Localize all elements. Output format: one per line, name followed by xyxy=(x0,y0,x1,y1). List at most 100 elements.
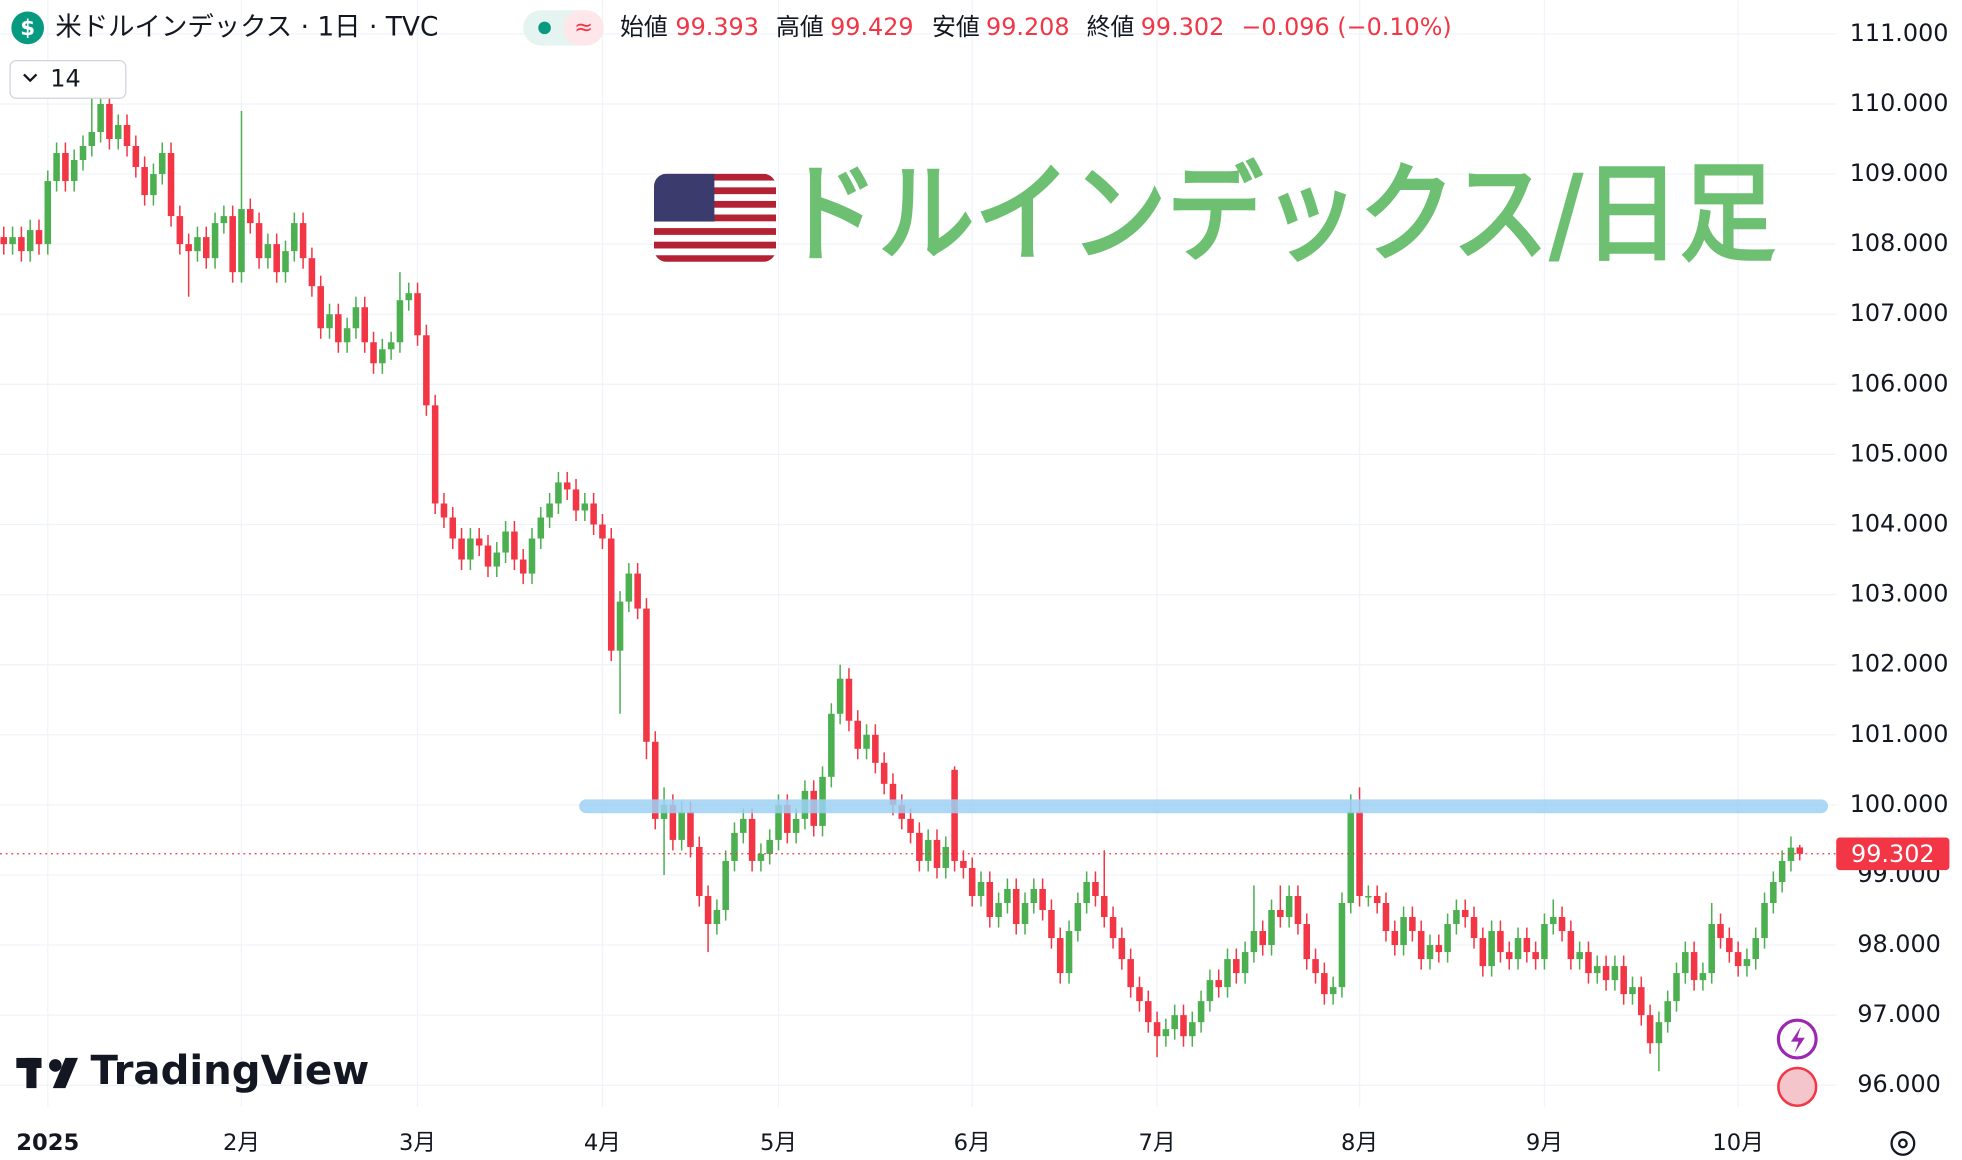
candle-body xyxy=(1629,987,1636,995)
candle-body xyxy=(1655,1022,1663,1044)
candle-body xyxy=(1329,987,1337,995)
candle-body xyxy=(326,314,333,329)
candle-body xyxy=(696,846,703,896)
candle-body xyxy=(519,559,527,574)
symbol-icon xyxy=(11,11,45,45)
candle-body xyxy=(97,103,104,132)
candle-body xyxy=(1400,917,1407,946)
candle-body xyxy=(1558,917,1566,932)
candle-body xyxy=(211,223,219,259)
candle-body xyxy=(546,503,553,518)
candle-body xyxy=(379,349,386,364)
candle-body xyxy=(845,678,853,721)
candle-body xyxy=(863,734,870,749)
candle-body xyxy=(634,573,641,609)
candle-body xyxy=(933,839,941,868)
candle-body xyxy=(79,145,87,161)
candle-body xyxy=(678,811,685,840)
candle-body xyxy=(1373,895,1381,904)
candle-body xyxy=(1312,959,1319,974)
y-tick-label: 106.000 xyxy=(1850,369,1949,397)
candle-body xyxy=(1646,1015,1654,1044)
candle-body xyxy=(176,216,184,245)
candle-body xyxy=(1294,895,1302,925)
y-tick-label: 104.000 xyxy=(1850,509,1949,537)
candle-body xyxy=(1145,1001,1152,1023)
indicator-dropdown[interactable] xyxy=(9,59,127,99)
candle-body xyxy=(106,103,113,139)
candle-body xyxy=(255,223,263,259)
candle-body xyxy=(1162,1029,1170,1037)
x-tick-label: 2月 xyxy=(223,1130,260,1156)
candle-body xyxy=(968,867,976,896)
candle-body xyxy=(643,608,650,742)
candle-body xyxy=(44,181,52,245)
candle-body xyxy=(150,174,157,196)
candle-body xyxy=(1426,945,1434,960)
candle-body xyxy=(792,818,800,833)
candle-body xyxy=(1638,987,1645,1016)
candle-body xyxy=(396,300,404,343)
candle-body xyxy=(264,244,272,259)
candle-body xyxy=(1461,910,1469,918)
y-tick-label: 103.000 xyxy=(1850,580,1949,608)
candle-body xyxy=(440,503,448,518)
candle-body xyxy=(62,153,69,182)
candle-body xyxy=(1770,881,1777,904)
candle-body xyxy=(1127,959,1134,988)
candle-body xyxy=(291,223,298,252)
candle-body xyxy=(880,762,888,784)
candle-body xyxy=(555,482,562,504)
candle-body xyxy=(53,153,60,182)
candle-body xyxy=(387,342,395,350)
x-tick-label: 10月 xyxy=(1712,1130,1763,1156)
candle-body xyxy=(194,237,201,252)
candle-body xyxy=(475,538,483,546)
candle-body xyxy=(1321,973,1328,995)
indicator-count: 14 xyxy=(50,64,80,92)
symbol-icon-text: $ xyxy=(20,16,35,41)
x-tick-label: 7月 xyxy=(1139,1130,1176,1156)
candle-body xyxy=(1787,847,1795,861)
candle-body xyxy=(713,910,721,925)
candle-body xyxy=(1382,903,1390,932)
candle-body xyxy=(1541,924,1548,960)
settings-icon[interactable] xyxy=(1890,1130,1916,1156)
candle-body xyxy=(625,573,633,602)
y-tick-label: 100.000 xyxy=(1850,790,1949,818)
candle-body xyxy=(343,328,351,343)
candle-body xyxy=(493,552,501,567)
candle-body xyxy=(942,846,950,868)
candle-body xyxy=(757,853,765,861)
candle-body xyxy=(1171,1015,1178,1030)
candle-body xyxy=(889,783,897,805)
symbol-title[interactable]: 米ドルインデックス · 1日 · TVC xyxy=(55,11,438,42)
candle-body xyxy=(449,517,457,539)
candle-body xyxy=(836,678,844,714)
candle-body xyxy=(1083,881,1090,904)
logo-icon xyxy=(16,1057,78,1089)
candle-body xyxy=(977,881,985,896)
y-tick-label: 111.000 xyxy=(1850,19,1949,47)
candle-body xyxy=(431,405,439,504)
candle-body xyxy=(1743,959,1751,967)
candle-body xyxy=(308,258,316,287)
candle-body xyxy=(1479,938,1487,967)
candle-body xyxy=(1030,888,1038,904)
candle-body xyxy=(467,538,474,560)
candle-body xyxy=(581,503,589,511)
candle-body xyxy=(1153,1022,1161,1037)
candle-body xyxy=(273,244,280,273)
candle-body xyxy=(1699,973,1707,981)
candle-body xyxy=(1391,931,1399,946)
candle-body xyxy=(1761,903,1768,939)
x-tick-label: 8月 xyxy=(1341,1130,1378,1156)
candle-body xyxy=(766,839,773,854)
economic-events-icon[interactable] xyxy=(1777,1066,1818,1107)
last-price-label: 99.302 xyxy=(1851,840,1935,868)
candle-body xyxy=(1048,910,1055,939)
candle-body xyxy=(1012,888,1020,925)
ohlc-value: 99.429 xyxy=(830,13,914,41)
candle-body xyxy=(872,734,879,763)
